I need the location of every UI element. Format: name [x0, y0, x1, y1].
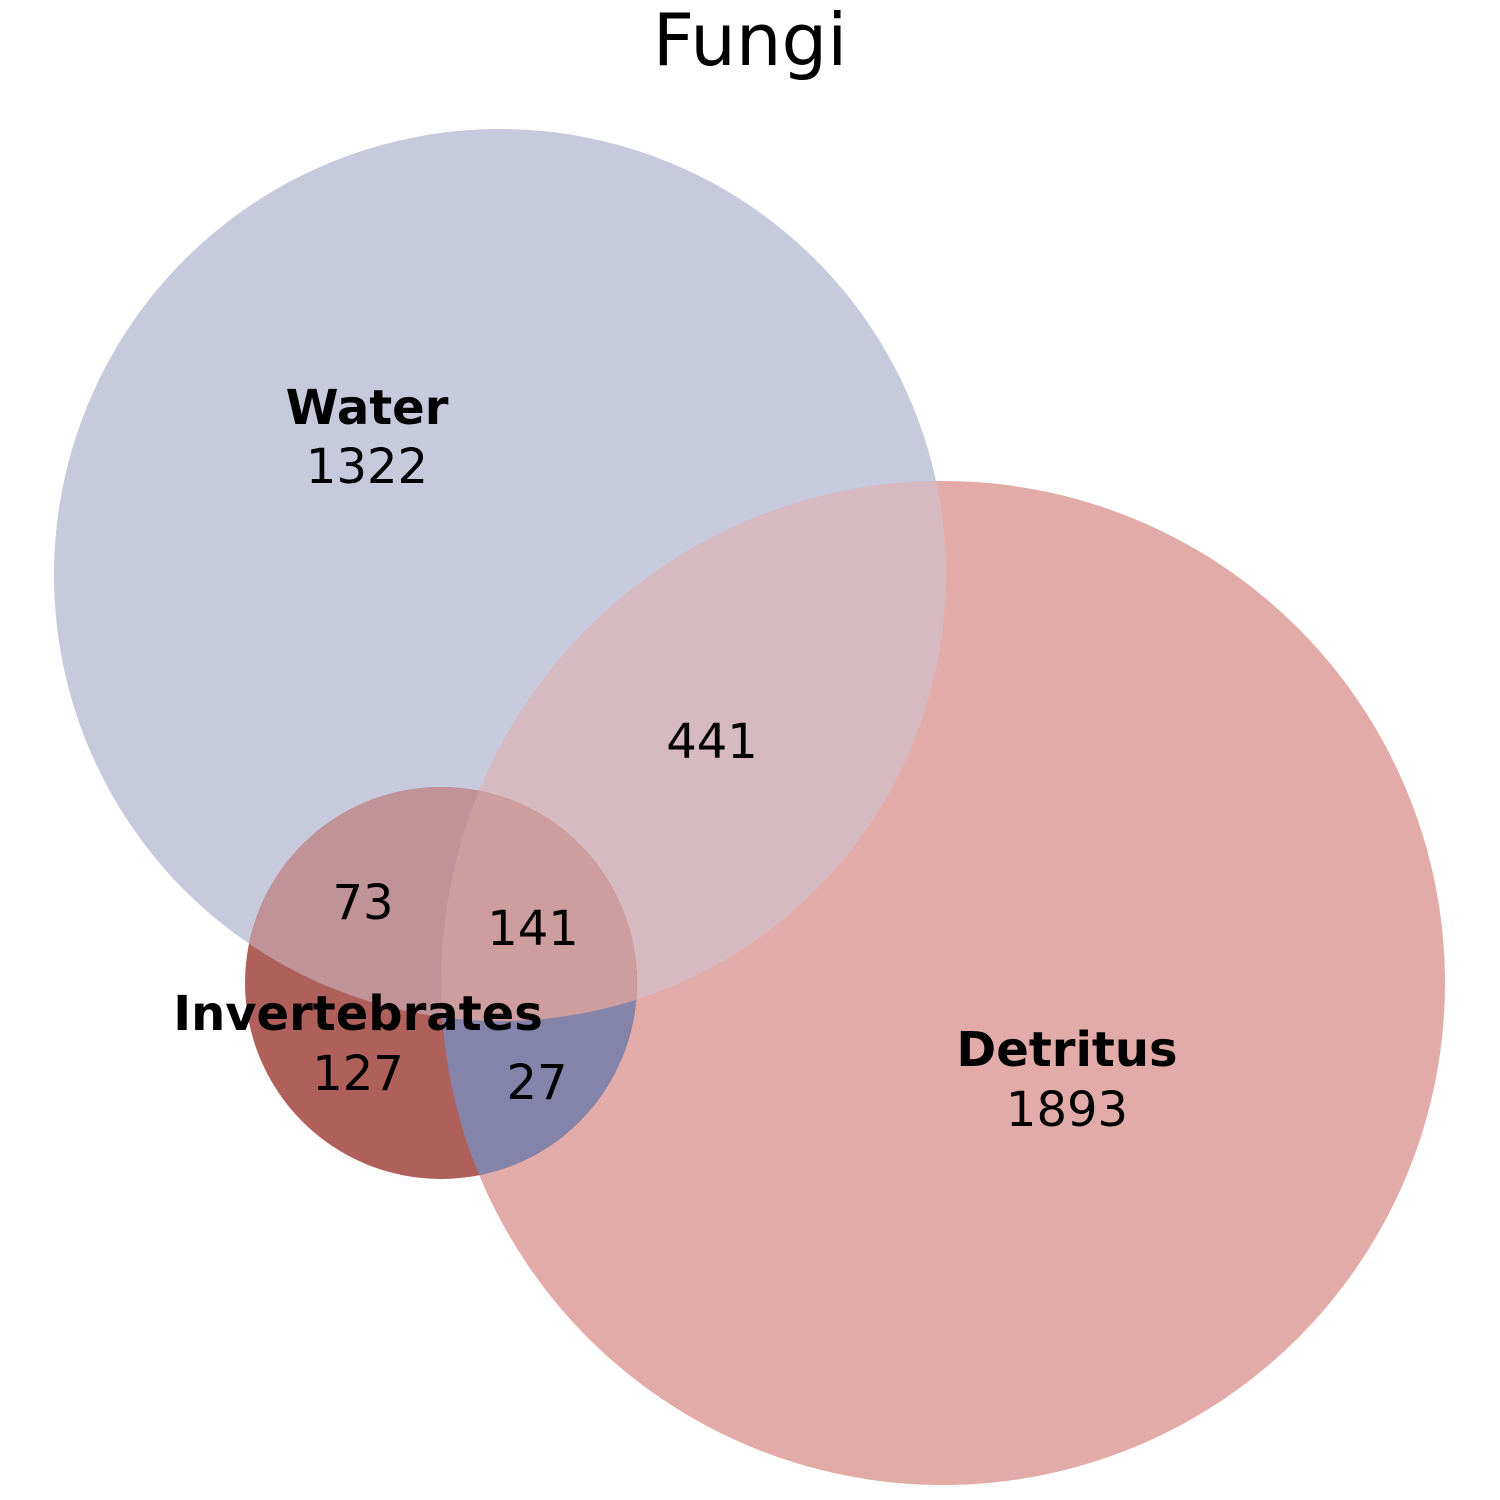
all-three-count: 141 [487, 901, 579, 957]
detritus-count: 1893 [1006, 1082, 1128, 1138]
water-invertebrates-count: 73 [332, 875, 393, 931]
invertebrates-count: 127 [312, 1046, 404, 1102]
detritus-label: Detritus [956, 1022, 1177, 1078]
diagram-title: Fungi [652, 0, 848, 82]
invertebrates-detritus-count: 27 [506, 1055, 567, 1111]
water-count: 1322 [306, 439, 428, 495]
water-label: Water [286, 380, 449, 436]
invertebrates-label: Invertebrates [173, 986, 543, 1042]
water-detritus-count: 441 [666, 714, 758, 770]
